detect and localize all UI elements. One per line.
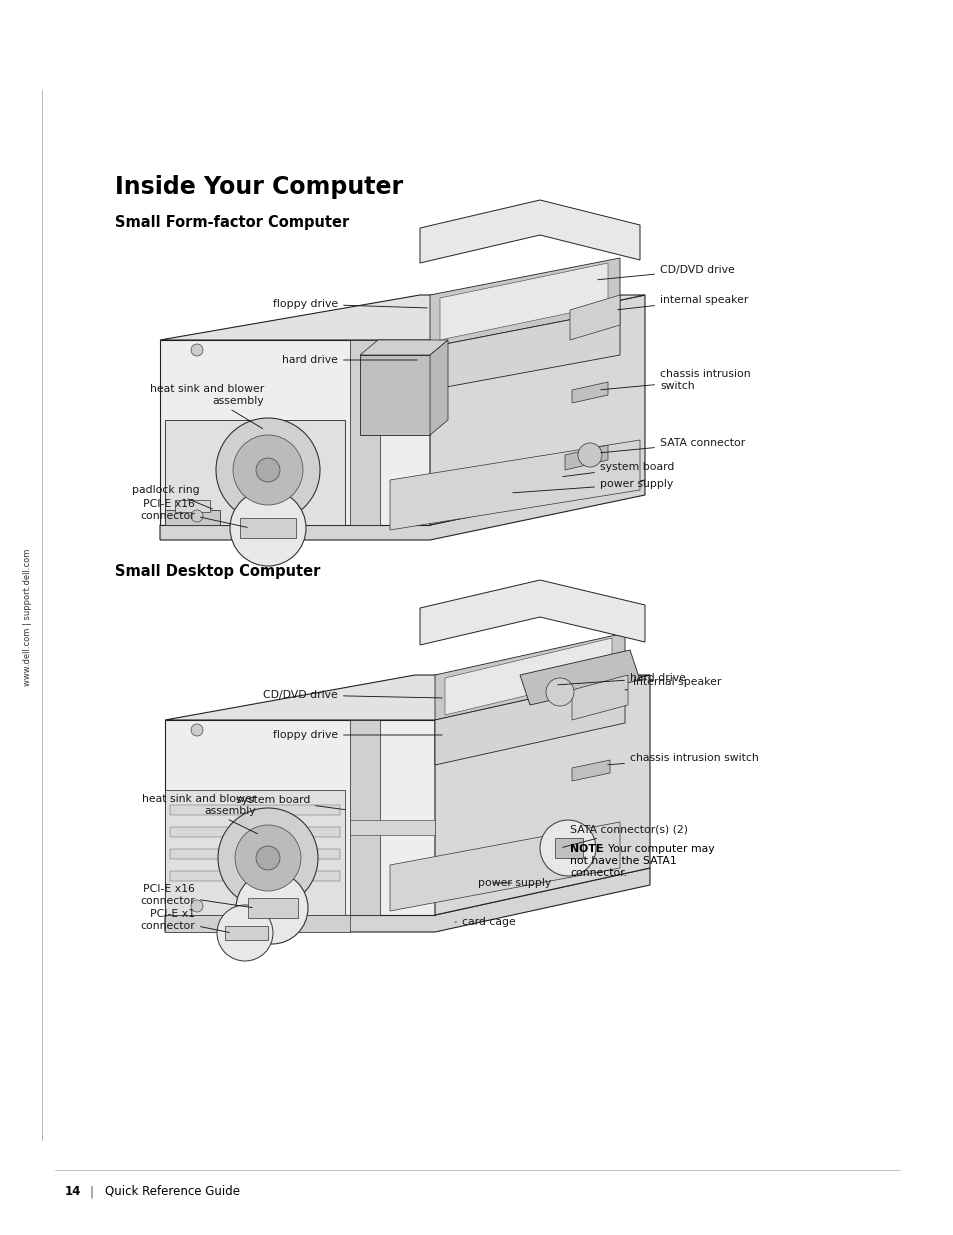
Polygon shape <box>435 678 624 764</box>
Circle shape <box>234 825 301 890</box>
Polygon shape <box>165 510 220 525</box>
Polygon shape <box>569 295 619 340</box>
Polygon shape <box>430 295 644 525</box>
Polygon shape <box>165 720 435 915</box>
Text: CD/DVD drive: CD/DVD drive <box>263 690 442 700</box>
Circle shape <box>235 872 308 944</box>
Polygon shape <box>419 580 644 645</box>
Polygon shape <box>555 839 582 858</box>
Text: 14: 14 <box>65 1186 81 1198</box>
Circle shape <box>216 905 273 961</box>
Circle shape <box>233 435 303 505</box>
Polygon shape <box>165 790 345 915</box>
Circle shape <box>578 443 601 467</box>
Circle shape <box>191 724 203 736</box>
Text: padlock ring: padlock ring <box>132 485 213 509</box>
Circle shape <box>215 417 319 522</box>
Polygon shape <box>240 517 295 538</box>
Text: PCI-E x1
connector: PCI-E x1 connector <box>140 909 229 932</box>
Polygon shape <box>435 676 649 915</box>
Polygon shape <box>430 340 448 435</box>
Polygon shape <box>390 440 639 530</box>
Text: heat sink and blower
assembly: heat sink and blower assembly <box>142 794 257 834</box>
Polygon shape <box>350 340 379 525</box>
Text: CD/DVD drive: CD/DVD drive <box>598 266 734 280</box>
Polygon shape <box>350 820 435 835</box>
Circle shape <box>191 510 203 522</box>
Text: internal speaker: internal speaker <box>618 295 747 310</box>
Polygon shape <box>419 200 639 263</box>
Text: power supply: power supply <box>512 479 673 493</box>
Text: chassis intrusion switch: chassis intrusion switch <box>607 753 758 764</box>
Text: chassis intrusion
switch: chassis intrusion switch <box>600 369 750 390</box>
Polygon shape <box>170 848 339 860</box>
Polygon shape <box>359 340 448 354</box>
Polygon shape <box>359 354 430 435</box>
Circle shape <box>191 345 203 356</box>
Polygon shape <box>390 823 619 911</box>
Circle shape <box>545 678 574 706</box>
Text: Quick Reference Guide: Quick Reference Guide <box>105 1186 240 1198</box>
Text: connector.: connector. <box>569 868 626 878</box>
Polygon shape <box>444 638 612 715</box>
Text: internal speaker: internal speaker <box>624 677 720 690</box>
Text: hard drive: hard drive <box>558 673 685 685</box>
Polygon shape <box>248 898 297 918</box>
Text: SATA connector: SATA connector <box>600 438 744 453</box>
Text: system board: system board <box>562 462 674 477</box>
Circle shape <box>255 846 280 869</box>
Polygon shape <box>170 805 339 815</box>
Text: : Your computer may: : Your computer may <box>600 844 714 853</box>
Polygon shape <box>170 827 339 837</box>
Polygon shape <box>350 720 379 915</box>
Text: floppy drive: floppy drive <box>273 730 442 740</box>
Polygon shape <box>170 871 339 881</box>
Text: NOTE: NOTE <box>569 844 602 853</box>
Text: Inside Your Computer: Inside Your Computer <box>115 175 403 199</box>
Polygon shape <box>160 340 430 525</box>
Text: www.dell.com | support.dell.com: www.dell.com | support.dell.com <box>24 548 32 687</box>
Circle shape <box>191 900 203 911</box>
Text: SATA connector(s) (2): SATA connector(s) (2) <box>562 825 687 847</box>
Polygon shape <box>564 445 607 471</box>
Circle shape <box>255 458 280 482</box>
Polygon shape <box>165 915 350 932</box>
Polygon shape <box>160 480 644 540</box>
Circle shape <box>539 820 596 876</box>
Polygon shape <box>439 263 607 340</box>
Text: system board: system board <box>235 795 345 810</box>
Polygon shape <box>165 676 649 720</box>
Polygon shape <box>572 760 609 781</box>
Text: not have the SATA1: not have the SATA1 <box>569 856 676 866</box>
Polygon shape <box>174 500 210 513</box>
Circle shape <box>230 490 306 566</box>
Text: card cage: card cage <box>455 918 516 927</box>
Polygon shape <box>572 382 607 403</box>
Text: floppy drive: floppy drive <box>273 299 427 309</box>
Text: Small Form-factor Computer: Small Form-factor Computer <box>115 215 349 230</box>
Text: |: | <box>90 1186 94 1198</box>
Circle shape <box>218 808 317 908</box>
Polygon shape <box>160 295 644 340</box>
Text: PCI-E x16
connector: PCI-E x16 connector <box>140 499 247 527</box>
Text: Small Desktop Computer: Small Desktop Computer <box>115 564 320 579</box>
Polygon shape <box>225 926 268 940</box>
Polygon shape <box>572 676 627 720</box>
Polygon shape <box>165 868 649 932</box>
Polygon shape <box>430 258 619 347</box>
Text: PCI-E x16
connector: PCI-E x16 connector <box>140 884 252 908</box>
Polygon shape <box>165 420 345 525</box>
Text: power supply: power supply <box>477 878 551 888</box>
Polygon shape <box>435 634 624 720</box>
Text: hard drive: hard drive <box>282 354 416 366</box>
Polygon shape <box>430 310 619 390</box>
Text: heat sink and blower
assembly: heat sink and blower assembly <box>150 384 264 429</box>
Polygon shape <box>519 650 639 705</box>
